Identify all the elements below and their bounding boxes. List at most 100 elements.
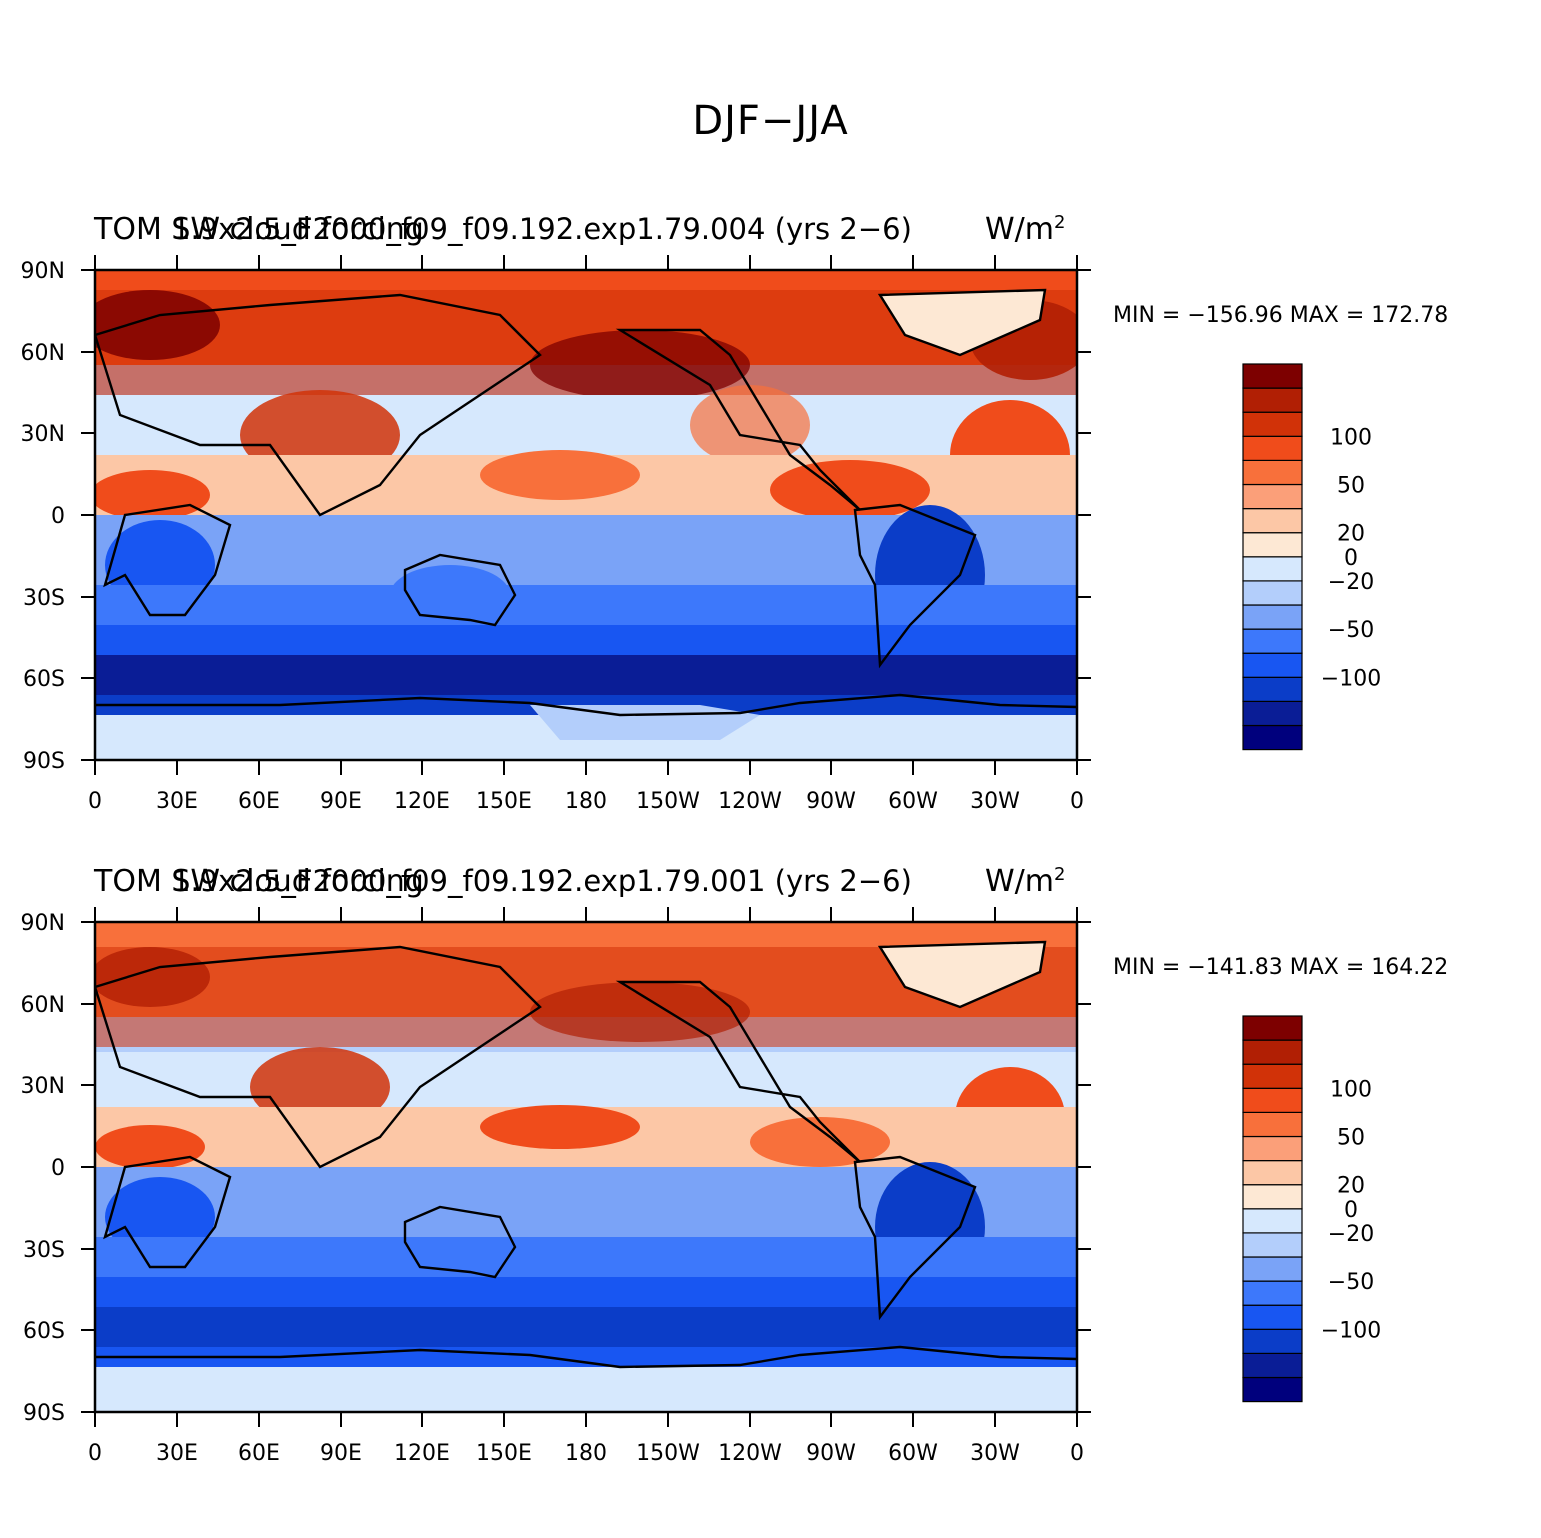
panel-title-left: TOM SW cloud forcing <box>94 212 424 247</box>
lon-label: 60W <box>888 789 938 814</box>
lat-label: 0 <box>51 1156 65 1181</box>
lon-label: 60E <box>238 1441 280 1466</box>
colorbar-label: −50 <box>1328 618 1374 643</box>
lon-labels: 0 30E 60E 90E 120E 150E 180 150W 120W 90… <box>88 789 1084 814</box>
colorbar-label: 50 <box>1337 474 1365 499</box>
panel-2: TOM SW cloud forcing 1.9x2.5_F2000_f09_f… <box>0 857 1541 1507</box>
axis-ticks <box>81 255 1091 775</box>
panel-title-left: TOM SW cloud forcing <box>94 864 424 899</box>
lat-label: 30N <box>21 422 65 447</box>
colorbar-box <box>1242 1184 1303 1210</box>
colorbar-box <box>1242 1063 1303 1089</box>
lat-label: 90N <box>21 259 65 284</box>
colorbar-box <box>1242 700 1303 727</box>
colorbar-box <box>1242 1015 1303 1041</box>
panel-title-center: 1.9x2.5_F2000_f09_f09.192.exp1.79.004 (y… <box>172 212 912 246</box>
colorbar-box <box>1242 604 1303 630</box>
colorbar-box <box>1242 724 1303 751</box>
lon-label: 0 <box>88 789 102 814</box>
colorbar-box <box>1242 1232 1303 1258</box>
colorbar-box <box>1242 1111 1303 1138</box>
colorbar-label: 20 <box>1337 522 1365 547</box>
colorbar-box <box>1242 652 1303 678</box>
figure-title: DJF−JJA <box>692 98 849 144</box>
panel-title-center: 1.9x2.5_F2000_f09_f09.192.exp1.79.001 (y… <box>172 864 912 898</box>
contour-field <box>95 270 1077 760</box>
panel-units: W/m2 <box>985 212 1066 247</box>
colorbar-box <box>1242 1135 1303 1162</box>
lat-label: 0 <box>51 504 65 529</box>
lat-label: 90S <box>23 1401 65 1426</box>
lon-label: 120E <box>394 1441 450 1466</box>
lon-label: 90E <box>320 1441 362 1466</box>
lon-label: 120W <box>718 789 782 814</box>
colorbar-box <box>1242 411 1303 437</box>
lat-labels: 90N 60N 30N 0 30S 60S 90S <box>21 911 65 1426</box>
lon-label: 120E <box>394 789 450 814</box>
lon-label: 30W <box>970 789 1020 814</box>
lon-label: 150E <box>476 789 532 814</box>
lon-label: 90W <box>806 789 856 814</box>
map-panel-2: 90N 60N 30N 0 30S 60S 90S 0 30E 60E 90E … <box>21 907 1381 1466</box>
colorbar-box <box>1242 628 1303 654</box>
lon-label: 0 <box>1070 789 1084 814</box>
colorbar-box <box>1242 580 1303 606</box>
colorbar-label: −20 <box>1328 570 1374 595</box>
colorbar-box <box>1242 483 1303 510</box>
lat-label: 30N <box>21 1074 65 1099</box>
lon-label: 30E <box>156 1441 198 1466</box>
lon-labels: 0 30E 60E 90E 120E 150E 180 150W 120W 90… <box>88 1441 1084 1466</box>
colorbar-box <box>1242 1087 1303 1114</box>
lon-label: 60W <box>888 1441 938 1466</box>
panel-1: TOM SW cloud forcing 1.9x2.5_F2000_f09_f… <box>0 205 1541 855</box>
lon-label: 120W <box>718 1441 782 1466</box>
lon-label: 0 <box>1070 1441 1084 1466</box>
lon-label: 150W <box>636 789 700 814</box>
colorbar-label: 100 <box>1330 1077 1372 1102</box>
colorbar-label: −100 <box>1321 1318 1381 1343</box>
lon-label: 90W <box>806 1441 856 1466</box>
colorbar-box <box>1242 1304 1303 1330</box>
lon-label: 90E <box>320 789 362 814</box>
lon-label: 150W <box>636 1441 700 1466</box>
colorbar-box <box>1242 508 1303 534</box>
colorbar-label: 50 <box>1337 1126 1365 1151</box>
colorbar-label: 100 <box>1330 425 1372 450</box>
lat-label: 60N <box>21 341 65 366</box>
lat-label: 90S <box>23 749 65 774</box>
lon-label: 150E <box>476 1441 532 1466</box>
colorbar-box <box>1242 459 1303 486</box>
colorbar-box <box>1242 435 1303 462</box>
colorbar-box <box>1242 1376 1303 1403</box>
colorbar-label: −20 <box>1328 1222 1374 1247</box>
lon-label: 180 <box>565 789 607 814</box>
lat-label: 60S <box>23 667 65 692</box>
colorbar-box <box>1242 556 1303 582</box>
colorbar-box <box>1242 1160 1303 1186</box>
colorbar-label: −50 <box>1328 1270 1374 1295</box>
lat-label: 60S <box>23 1319 65 1344</box>
colorbar-label: 0 <box>1344 1198 1358 1223</box>
colorbar-box <box>1242 1328 1303 1354</box>
colorbar-label: 20 <box>1337 1174 1365 1199</box>
coastlines <box>95 940 1077 1369</box>
lon-label: 30W <box>970 1441 1020 1466</box>
colorbar-label: −100 <box>1321 666 1381 691</box>
lat-label: 30S <box>23 586 65 611</box>
lon-label: 60E <box>238 789 280 814</box>
colorbar-box <box>1242 363 1303 389</box>
min-max-text: MIN = −141.83 MAX = 164.22 <box>1113 955 1449 980</box>
colorbar-box <box>1242 1039 1303 1065</box>
colorbar-box <box>1242 1352 1303 1379</box>
colorbar-label: 0 <box>1344 546 1358 571</box>
colorbar-box <box>1242 676 1303 702</box>
colorbar-box <box>1242 1280 1303 1306</box>
coastlines <box>95 288 1077 717</box>
min-max-text: MIN = −156.96 MAX = 172.78 <box>1113 303 1449 328</box>
lon-label: 180 <box>565 1441 607 1466</box>
lat-label: 30S <box>23 1238 65 1263</box>
map-panel-1: 90N 60N 30N 0 30S 60S 90S 0 30E 60E 90E … <box>21 255 1381 814</box>
lat-labels: 90N 60N 30N 0 30S 60S 90S <box>21 259 65 774</box>
